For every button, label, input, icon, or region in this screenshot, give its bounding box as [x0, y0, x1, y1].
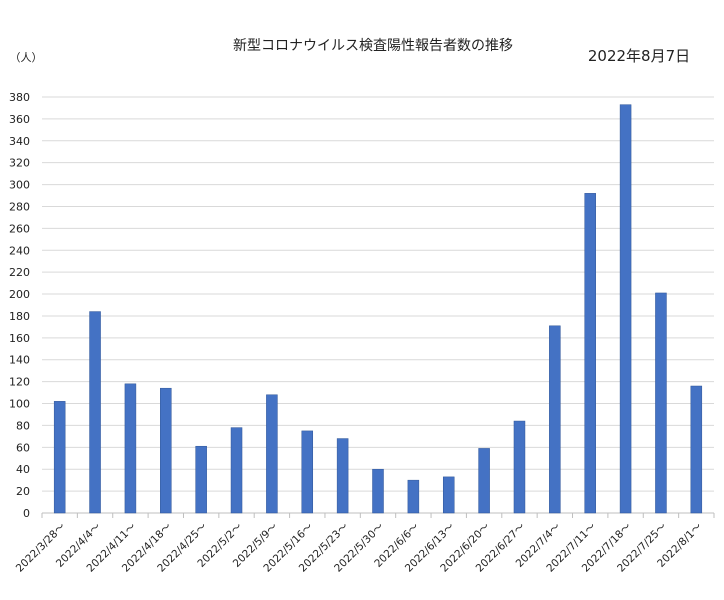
bar	[372, 468, 384, 514]
y-tick-label: 100	[9, 398, 30, 411]
bar	[549, 325, 561, 514]
y-axis-ticks: 0 20 40 60 80 100 120 140 160 180 200 220 240 260 280 3…	[9, 91, 30, 520]
y-tick-label: 280	[9, 200, 30, 213]
y-tick-label: 320	[9, 157, 30, 170]
y-tick-label: 340	[9, 135, 30, 148]
y-tick-label: 40	[16, 463, 30, 476]
y-tick-label: 20	[16, 485, 30, 498]
y-tick-label: 240	[9, 244, 30, 257]
bar	[53, 401, 66, 514]
bar	[195, 445, 207, 514]
gridlines	[42, 96, 714, 514]
y-tick-label: 360	[9, 113, 30, 126]
y-tick-label: 80	[16, 419, 30, 432]
y-tick-label: 200	[9, 288, 30, 301]
chart-date: 2022年8月7日	[588, 47, 690, 65]
y-tick-label: 140	[9, 354, 30, 367]
bar	[690, 385, 703, 514]
y-tick-label: 220	[9, 266, 30, 279]
y-axis-unit-label: （人）	[10, 51, 43, 64]
y-tick-label: 180	[9, 310, 30, 323]
bar	[336, 438, 349, 514]
y-tick-label: 160	[9, 332, 30, 345]
bar	[160, 387, 172, 514]
y-tick-label: 300	[9, 179, 30, 192]
bar	[89, 311, 101, 514]
bar	[513, 420, 526, 514]
x-axis-ticks: 2022/3/28～2022/4/4～2022/4/11～2022/4/18～2…	[14, 513, 715, 575]
y-tick-label: 60	[16, 441, 30, 454]
bar	[124, 383, 137, 514]
bar	[266, 394, 278, 514]
bar	[301, 430, 314, 514]
bar	[442, 476, 455, 514]
y-tick-label: 380	[9, 91, 30, 104]
chart-title: 新型コロナウイルス検査陽性報告者数の推移	[233, 38, 513, 54]
bar	[584, 193, 596, 514]
bar	[619, 104, 632, 514]
y-tick-label: 260	[9, 222, 30, 235]
bar	[230, 427, 243, 514]
bar	[478, 448, 490, 514]
bar	[407, 479, 420, 514]
y-tick-label: 120	[9, 376, 30, 389]
bars	[53, 104, 703, 514]
y-tick-label: 0	[23, 507, 30, 520]
bar	[655, 292, 667, 514]
